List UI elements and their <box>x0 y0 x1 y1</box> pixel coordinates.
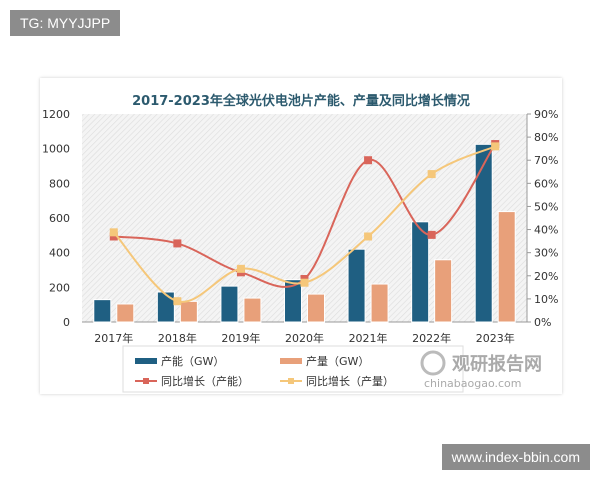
y-left-tick-label: 0 <box>63 316 70 329</box>
y-right-tick-label: 90% <box>534 108 558 121</box>
legend-swatch <box>135 358 157 364</box>
x-tick-label: 2017年 <box>94 331 133 345</box>
point-capacity-growth <box>109 232 118 241</box>
legend-marker <box>288 378 294 384</box>
y-right-tick-label: 50% <box>534 200 558 213</box>
y-right-tick-label: 60% <box>534 177 558 190</box>
legend-swatch <box>280 358 302 364</box>
bar-production <box>243 297 262 323</box>
bar-capacity <box>284 279 302 323</box>
point-production-growth <box>236 264 245 273</box>
y-left-tick-label: 600 <box>49 212 70 225</box>
point-production-growth <box>109 228 118 237</box>
x-tick-label: 2019年 <box>221 331 260 345</box>
y-right-tick-label: 30% <box>534 247 558 260</box>
y-right-tick-label: 20% <box>534 270 558 283</box>
bar-production <box>434 259 453 323</box>
x-tick-label: 2018年 <box>158 331 197 345</box>
legend: 产能（GW） 产量（GW） 同比增长（产能） 同比增长（产量） <box>122 345 464 393</box>
bar-capacity <box>474 143 493 323</box>
y-left-tick-label: 1000 <box>42 143 70 156</box>
legend-marker <box>143 378 149 384</box>
y-left-tick-label: 200 <box>49 281 70 294</box>
x-tick-label: 2023年 <box>476 331 515 345</box>
y-left-tick-label: 1200 <box>42 108 70 121</box>
y-right-tick-label: 0% <box>534 316 551 329</box>
y-right-tick-label: 10% <box>534 293 558 306</box>
y-right-tick-label: 70% <box>534 154 558 167</box>
y-right-tick-label: 40% <box>534 224 558 237</box>
point-capacity-growth <box>173 239 182 248</box>
point-production-growth <box>491 142 500 151</box>
logo-url: chinabaogao.com <box>424 377 522 390</box>
bar-capacity <box>156 291 175 323</box>
watermark-bottom-right: www.index-bbin.com <box>441 444 590 470</box>
legend-label: 产能（GW） <box>161 354 224 368</box>
bar-production <box>179 300 198 323</box>
chart-svg: 2017-2023年全球光伏电池片产能、产量及同比增长情况 0 200 400 600… <box>42 93 558 393</box>
point-capacity-growth <box>364 156 373 165</box>
bar-production <box>497 211 516 323</box>
legend-box <box>122 345 464 393</box>
bar-capacity <box>347 248 366 323</box>
watermark-top-left: TG: MYYJJPP <box>10 10 121 36</box>
legend-label: 同比增长（产能） <box>161 374 249 388</box>
chart-container: 2017-2023年全球光伏电池片产能、产量及同比增长情况 0 200 400 600… <box>40 78 562 394</box>
bar-production <box>370 283 389 323</box>
logo-name: 观研报告网 <box>452 353 542 375</box>
x-tick-label: 2020年 <box>285 331 324 345</box>
chart-title: 2017-2023年全球光伏电池片产能、产量及同比增长情况 <box>132 93 470 109</box>
plot-area <box>82 114 527 322</box>
bar-capacity <box>411 221 430 323</box>
y-right-tick-label: 80% <box>534 131 558 144</box>
point-production-growth <box>300 278 309 287</box>
x-tick-label: 2021年 <box>349 331 388 345</box>
point-production-growth <box>173 297 182 306</box>
y-left-tick-label: 800 <box>49 177 70 190</box>
bar-capacity <box>220 285 239 323</box>
legend-label: 同比增长（产量） <box>306 374 394 388</box>
logo-icon <box>420 350 446 376</box>
x-tick-label: 2022年 <box>412 331 451 345</box>
logo: 观研报告网 chinabaogao.com <box>420 350 542 390</box>
legend-label: 产量（GW） <box>306 354 369 368</box>
bar-production <box>307 293 325 323</box>
point-production-growth <box>427 170 436 179</box>
bar-production <box>116 303 135 323</box>
bar-capacity <box>93 299 112 323</box>
point-capacity-growth <box>427 230 436 239</box>
y-left-tick-label: 400 <box>49 247 70 260</box>
point-production-growth <box>364 232 373 241</box>
